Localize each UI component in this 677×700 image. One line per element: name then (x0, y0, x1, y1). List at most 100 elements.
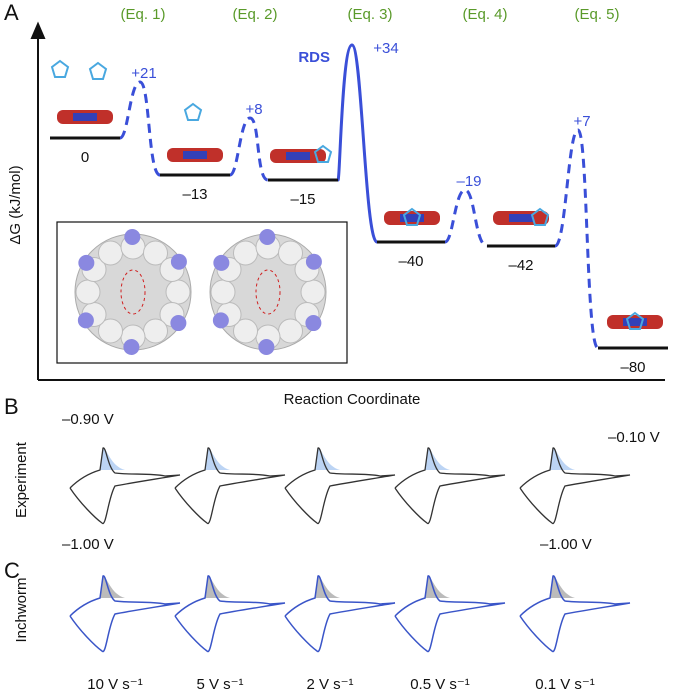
n-atom (170, 315, 187, 332)
guest-molecule (183, 102, 203, 121)
ring-core (286, 152, 310, 160)
sim-curve (174, 575, 286, 653)
level-label: –40 (398, 253, 423, 270)
n-atom (305, 253, 322, 270)
transition-curve (553, 128, 600, 350)
atom (143, 318, 168, 344)
guest-molecule (625, 311, 645, 330)
cv-curve (284, 447, 396, 524)
scan-rate: 5 V s⁻¹ (196, 676, 243, 693)
ring-core (400, 214, 424, 222)
barrier-label: –19 (456, 173, 481, 190)
n-atom (170, 253, 187, 270)
n-atom (212, 312, 229, 329)
n-atom (124, 229, 141, 246)
cv-curve (69, 447, 181, 524)
atom (300, 279, 326, 305)
rds-label: RDS (298, 49, 330, 66)
barrier-label: +34 (373, 40, 398, 57)
atom (143, 240, 168, 266)
barrier-label: +8 (245, 101, 262, 118)
panel-letter: C (4, 558, 20, 583)
atom (98, 240, 123, 266)
transition-curve (228, 116, 269, 182)
scan-rate: 10 V s⁻¹ (87, 676, 142, 693)
level-label: –42 (508, 257, 533, 274)
cavity (255, 269, 281, 315)
panel-a-axes (30, 21, 665, 381)
atom (278, 240, 303, 266)
sim-peak (425, 575, 450, 598)
cv-peak (425, 447, 450, 470)
x-axis-label: Reaction Coordinate (284, 391, 421, 408)
guest-molecule (88, 61, 108, 80)
level-label: –15 (290, 191, 315, 208)
equation-label: (Eq. 5) (574, 6, 619, 23)
sim-peak (315, 575, 340, 598)
n-atom (213, 254, 230, 271)
cv-peak (100, 447, 125, 470)
sim-curve (519, 575, 631, 653)
cavity (120, 269, 146, 315)
side-label: Inchworm (13, 577, 30, 642)
equation-label: (Eq. 1) (120, 6, 165, 23)
inset-box (56, 221, 348, 364)
equation-label: (Eq. 4) (462, 6, 507, 23)
n-atom (77, 312, 94, 329)
n-atom (259, 229, 276, 246)
barrier-label: +7 (573, 113, 590, 130)
potential-label: –0.90 V (62, 411, 114, 428)
scan-rate: 0.5 V s⁻¹ (410, 676, 470, 693)
atom (98, 318, 123, 344)
cv-curve (519, 447, 631, 524)
potential-label: –1.00 V (540, 536, 592, 553)
atom (210, 279, 236, 305)
barrier-label: +21 (131, 65, 156, 82)
sim-peak (550, 575, 575, 598)
y-axis-label: ΔG (kJ/mol) (7, 165, 24, 244)
panel-letter: B (4, 394, 19, 419)
atom (75, 279, 101, 305)
cv-peak (205, 447, 230, 470)
equation-label: (Eq. 2) (232, 6, 277, 23)
sim-curve (284, 575, 396, 653)
ring-core (623, 318, 647, 326)
potential-label: –1.00 V (62, 536, 114, 553)
scan-rate: 0.1 V s⁻¹ (535, 676, 595, 693)
sim-peak (100, 575, 125, 598)
guest-molecule (313, 144, 333, 163)
side-label: Experiment (13, 441, 30, 518)
n-atom (78, 254, 95, 271)
guest-molecule (530, 207, 550, 226)
cv-peak (550, 447, 575, 470)
ring-core (509, 214, 533, 222)
transition-curve (336, 43, 379, 244)
ring-core (183, 151, 207, 159)
cv-curve (174, 447, 286, 524)
scan-rate: 2 V s⁻¹ (306, 676, 353, 693)
potential-label: –0.10 V (608, 429, 660, 446)
transition-curve (444, 188, 488, 248)
equation-label: (Eq. 3) (347, 6, 392, 23)
n-atom (305, 315, 322, 332)
y-arrow (30, 21, 46, 39)
atom (278, 318, 303, 344)
atom (233, 318, 258, 344)
sim-curve (394, 575, 506, 653)
atom (165, 279, 191, 305)
level-label: –13 (182, 186, 207, 203)
atom (233, 240, 258, 266)
n-atom (258, 338, 275, 355)
sim-curve (69, 575, 181, 653)
level-label: 0 (81, 149, 89, 166)
ring-core (73, 113, 97, 121)
cv-curve (394, 447, 506, 524)
transition-curve (118, 80, 161, 177)
level-label: –80 (620, 359, 645, 376)
cv-peak (315, 447, 340, 470)
guest-molecule (50, 59, 70, 78)
panel-letter: A (4, 0, 19, 25)
n-atom (123, 338, 140, 355)
